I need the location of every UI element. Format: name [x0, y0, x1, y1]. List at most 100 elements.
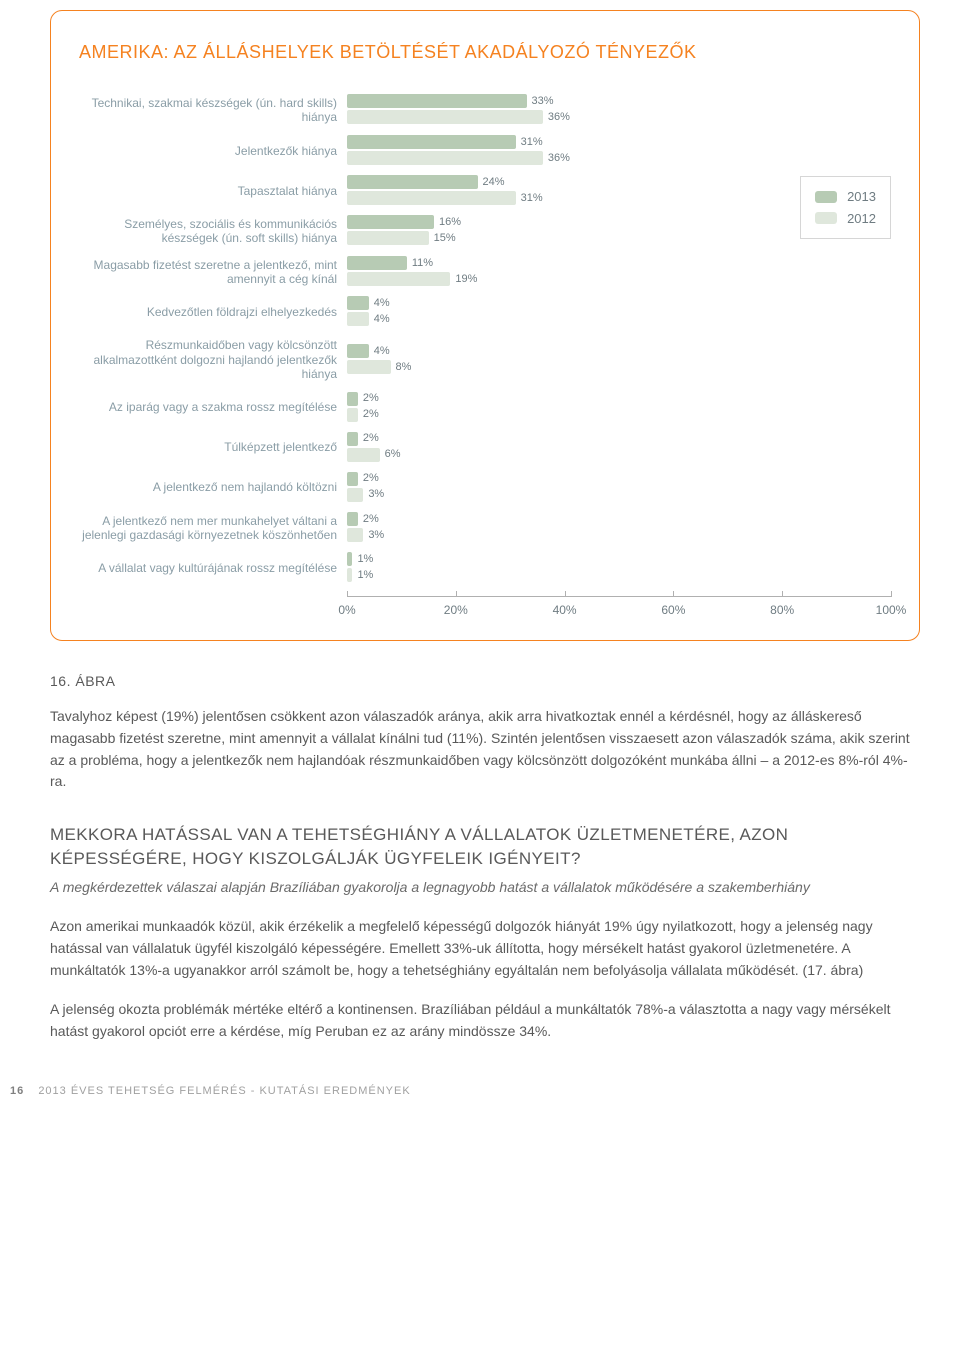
axis-label: 60% — [661, 601, 685, 619]
paragraph-1: Tavalyhoz képest (19%) jelentősen csökke… — [50, 706, 920, 793]
category-label: Túlképzett jelentkező — [79, 432, 347, 464]
category-label: Kedvezőtlen földrajzi elhelyezkedés — [79, 296, 347, 328]
bar-cell: 2% 6% — [347, 432, 891, 464]
bar-fill-2013 — [347, 432, 358, 446]
bar-value-2012: 6% — [385, 446, 401, 463]
paragraph-2: Azon amerikai munkaadók közül, akik érzé… — [50, 916, 920, 981]
bar-cell: 1%1% — [347, 552, 891, 584]
bar-2012: 15% — [347, 231, 891, 245]
bar-2013: 2% — [347, 512, 891, 526]
bar-cell: 16%15% — [347, 215, 891, 248]
category-label: A jelentkező nem hajlandó költözni — [79, 472, 347, 504]
bar-2013: 33% — [347, 94, 891, 108]
axis-label: 0% — [338, 601, 355, 619]
axis-label: 40% — [553, 601, 577, 619]
chart-row: Személyes, szociális és kommunikációs ké… — [79, 215, 891, 248]
bar-value-2013: 2% — [363, 430, 379, 447]
chart-title: AMERIKA: AZ ÁLLÁSHELYEK BETÖLTÉSÉT AKADÁ… — [79, 39, 891, 66]
bar-value-2013: 4% — [374, 343, 390, 360]
bar-cell: 4% 8% — [347, 336, 891, 383]
bar-value-2012: 36% — [548, 109, 570, 126]
bar-2012: 1% — [347, 568, 891, 582]
category-label: Technikai, szakmai készségek (ún. hard s… — [79, 94, 347, 127]
bar-2013: 24% — [347, 175, 891, 189]
bar-value-2012: 36% — [548, 150, 570, 167]
bar-cell: 33%36% — [347, 94, 891, 127]
bar-fill-2013 — [347, 135, 516, 149]
bar-2013: 4% — [347, 344, 891, 358]
bar-value-2013: 24% — [483, 174, 505, 191]
page-footer: 16 2013 ÉVES TEHETSÉG FELMÉRÉS - KUTATÁS… — [10, 1083, 960, 1100]
bar-cell: 2%3% — [347, 512, 891, 545]
paragraph-3: A jelenség okozta problémák mértéke elté… — [50, 999, 920, 1042]
bar-2012: 3% — [347, 488, 891, 502]
axis-tick — [456, 591, 457, 597]
category-label: Tapasztalat hiánya — [79, 175, 347, 207]
bar-fill-2013 — [347, 392, 358, 406]
bar-fill-2013 — [347, 552, 352, 566]
bar-fill-2013 — [347, 175, 478, 189]
axis-label: 20% — [444, 601, 468, 619]
category-label: Az iparág vagy a szakma rossz megítélése — [79, 392, 347, 424]
chart-row: Tapasztalat hiánya 24% 31% — [79, 175, 891, 207]
bar-value-2012: 19% — [455, 271, 477, 288]
bar-2013: 2% — [347, 392, 891, 406]
bar-value-2012: 3% — [368, 486, 384, 503]
bar-fill-2012 — [347, 191, 516, 205]
axis-label: 80% — [770, 601, 794, 619]
bar-2013: 31% — [347, 135, 891, 149]
page-number: 16 — [10, 1085, 24, 1097]
bar-value-2013: 16% — [439, 214, 461, 231]
bar-2013: 1% — [347, 552, 891, 566]
x-axis: 0%20%40%60%80%100% — [347, 596, 891, 618]
bar-value-2013: 11% — [412, 255, 433, 272]
bar-value-2012: 31% — [521, 190, 543, 207]
axis-tick — [673, 591, 674, 597]
bar-value-2012: 3% — [368, 527, 384, 544]
bar-value-2013: 31% — [521, 134, 543, 151]
bar-cell: 24% 31% — [347, 175, 891, 207]
chart-row: Magasabb fizetést szeretne a jelentkező,… — [79, 256, 891, 289]
chart-row: Technikai, szakmai készségek (ún. hard s… — [79, 94, 891, 127]
bar-fill-2012 — [347, 110, 543, 124]
bar-value-2012: 8% — [396, 359, 412, 376]
bar-value-2013: 2% — [363, 511, 379, 528]
chart-row: A vállalat vagy kultúrájának rossz megít… — [79, 552, 891, 584]
bar-value-2013: 2% — [363, 390, 379, 407]
bar-2012: 8% — [347, 360, 891, 374]
chart-row: A jelentkező nem hajlandó költözni2%3% — [79, 472, 891, 504]
bar-value-2013: 4% — [374, 295, 390, 312]
bar-2013: 4% — [347, 296, 891, 310]
bar-2012: 36% — [347, 110, 891, 124]
chart-row: Részmunkaidőben vagy kölcsönzött alkalma… — [79, 336, 891, 383]
bar-fill-2013 — [347, 512, 358, 526]
bar-fill-2012 — [347, 231, 429, 245]
category-label: Személyes, szociális és kommunikációs ké… — [79, 215, 347, 248]
bar-2013: 2% — [347, 472, 891, 486]
chart-row: Túlképzett jelentkező 2% 6% — [79, 432, 891, 464]
bar-cell: 2%2% — [347, 392, 891, 424]
category-label: Jelentkezők hiánya — [79, 135, 347, 167]
bar-cell: 4%4% — [347, 296, 891, 328]
chart-row: Az iparág vagy a szakma rossz megítélése… — [79, 392, 891, 424]
bar-fill-2013 — [347, 472, 358, 486]
category-label: A vállalat vagy kultúrájának rossz megít… — [79, 552, 347, 584]
category-label: Magasabb fizetést szeretne a jelentkező,… — [79, 256, 347, 289]
bar-cell: 2%3% — [347, 472, 891, 504]
bar-fill-2012 — [347, 360, 391, 374]
bar-2013: 11% — [347, 256, 891, 270]
chart-row: Kedvezőtlen földrajzi elhelyezkedés4%4% — [79, 296, 891, 328]
bar-2012: 2% — [347, 408, 891, 422]
bar-cell: 11% 19% — [347, 256, 891, 289]
bar-2013: 16% — [347, 215, 891, 229]
bar-2012: 19% — [347, 272, 891, 286]
axis-tick — [782, 591, 783, 597]
bar-value-2013: 33% — [532, 93, 554, 110]
chart-rows: Technikai, szakmai készségek (ún. hard s… — [79, 94, 891, 592]
bar-2012: 6% — [347, 448, 891, 462]
bar-fill-2013 — [347, 296, 369, 310]
bar-fill-2012 — [347, 448, 380, 462]
axis-tick — [565, 591, 566, 597]
bar-2012: 4% — [347, 312, 891, 326]
bar-cell: 31% 36% — [347, 135, 891, 167]
